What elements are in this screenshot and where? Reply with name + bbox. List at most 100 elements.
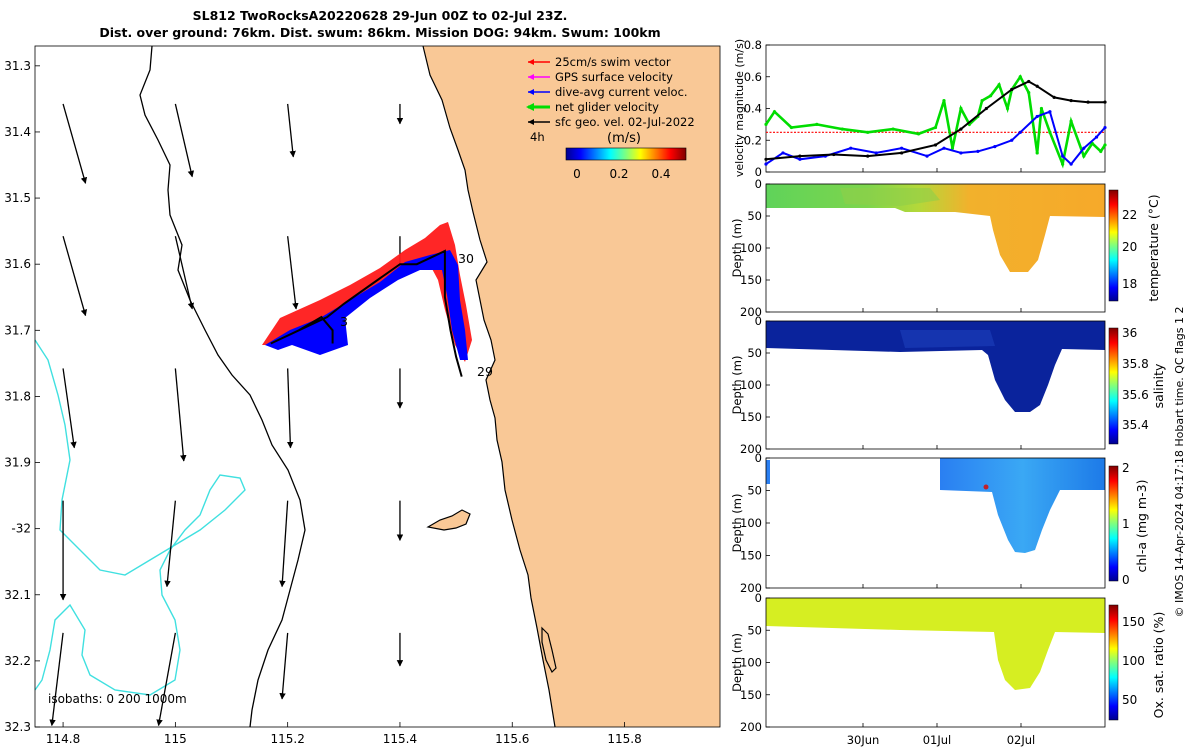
geo-velocity-arrow [287,236,299,310]
salinity-cbar-tick: 36 [1122,326,1137,340]
geo-velocity-arrow [62,103,88,184]
velocity-point [1099,149,1103,153]
oxygen-cbar-tick: 100 [1122,654,1145,668]
depth-axes: 0 50 100 150 200 Depth (m) 0 50 100 150 200 Depth (… [730,168,1022,734]
velocity-point [815,122,819,126]
salinity-cbar-tick: 35.4 [1122,418,1149,432]
velocity-y-tick-label: 0.8 [744,38,762,52]
coastline [422,45,556,728]
velocity-point [1052,95,1056,99]
map-y-tick-label: 31.4 [4,125,31,139]
depth-tick-label: 50 [747,623,762,637]
map-colorbar-tick: 0.4 [651,167,670,181]
track-net-path [270,249,463,377]
geo-velocity-arrow [279,632,289,700]
map-y-tick-label: 32.3 [4,720,31,734]
depth-tick-label: 200 [740,720,762,734]
velocity-point [832,152,836,157]
chla-cbar-tick: 1 [1122,517,1130,531]
legend-entry-dive-avg: dive-avg current veloc. [528,85,688,99]
velocity-point [916,132,921,136]
velocity-point [840,127,844,131]
land-mass [423,46,720,727]
velocity-point [798,154,802,158]
legend-entry-gps: GPS surface velocity [528,70,673,84]
velocity-point [959,127,963,131]
velocity-point [1039,106,1044,111]
salinity-panel: 36 35.8 35.6 35.4 salinity [765,320,1166,450]
depth-tick-label: 100 [740,656,762,670]
chla-early-casts [766,460,770,484]
depth-tick-label: 50 [747,209,762,223]
velocity-ylabel: velocity magnitude (m/s) [733,39,746,177]
velocity-point [1086,100,1090,104]
depth-axis-label: Depth (m) [730,219,744,278]
velocity-point [789,125,794,130]
velocity-point [1069,162,1073,166]
velocity-y-tick-label: 0.2 [744,133,762,147]
oxygen-colorbar [1108,604,1119,721]
oxygen-panel: 150 100 50 Ox. sat. ratio (%) 30Jun 01Ju… [765,597,1166,747]
velocity-point [925,154,929,158]
depth-tick-label: 200 [740,305,762,319]
depth-axis-label: Depth (m) [730,633,744,692]
legend-label-sfc-geo: sfc geo. vel. 02-Jul-2022 [555,115,695,129]
time-tick-label: 30Jun [847,733,880,747]
velocity-point [866,154,870,158]
track-label-30: 30 [458,251,474,266]
velocity-point [1069,119,1073,123]
map-speed-colorbar [565,147,687,161]
velocity-point [764,162,768,166]
depth-tick-label: 0 [755,177,762,191]
velocity-point [1035,151,1039,155]
legend-entry-sfc-geo: sfc geo. vel. 02-Jul-2022 [528,115,695,129]
velocity-point [891,127,895,131]
velocity-point [772,110,777,114]
geo-velocity-arrow [156,632,177,727]
velocity-point [942,98,946,103]
salinity-section [766,321,1105,412]
geo-velocity-arrow [62,368,77,449]
velocity-point [900,146,904,150]
map-y-tick-label: -32 [11,522,31,536]
velocity-point [933,143,938,147]
velocity-point [1010,138,1014,142]
velocity-point [1018,130,1022,134]
legend-label-dive-avg: dive-avg current veloc. [555,85,688,99]
velocity-point [781,151,785,155]
velocity-y-tick-label: 0 [755,165,762,179]
velocity-point [866,130,870,134]
velocity-point [942,146,946,150]
sfc-geo-velocity-arrows [49,103,404,727]
depth-tick-label: 150 [740,410,762,424]
velocity-y-tick-label: 0.6 [744,70,762,84]
legend-entry-net: net glider velocity [526,100,659,114]
map-y-tick-label: 31.5 [4,191,31,205]
geo-velocity-arrow [49,632,64,727]
temperature-cbar-tick: 18 [1122,277,1137,291]
velocity-point [874,151,878,155]
oxygen-cbar-label: Ox. sat. ratio (%) [1151,612,1166,719]
velocity-point [1048,110,1052,114]
map-x-tick-label: 114.8 [46,732,80,746]
chla-panel: 2 1 0 chl-a (mg m-3) [765,457,1149,589]
map-colorbar-tick: 0 [573,167,581,181]
depth-tick-label: 100 [740,516,762,530]
credit-text: © IMOS 14-Apr-2024 04:17:18 Hobart time.… [1173,307,1186,618]
figure-title-line-2: Dist. over ground: 76km. Dist. swum: 86k… [99,25,661,40]
velocity-point [1027,79,1031,84]
depth-tick-label: 0 [755,451,762,465]
oxygen-section [766,598,1105,690]
track-current-vectors [265,250,468,360]
map-x-tick-label: 115.4 [383,732,417,746]
chla-cbar-label: chl-a (mg m-3) [1134,480,1149,573]
chla-high-value-point [983,484,989,490]
geo-velocity-arrow [62,236,88,317]
velocity-series [764,74,1107,169]
velocity-panel: 0 0.2 0.4 0.6 0.8 velocity magnitude (m/s) [733,38,1107,179]
time-tick-label: 02Jul [1007,733,1036,747]
map-y-tick-label: 31.8 [4,389,31,403]
chla-cbar-tick: 0 [1122,573,1130,587]
velocity-point [1103,100,1107,104]
velocity-point [976,149,980,153]
